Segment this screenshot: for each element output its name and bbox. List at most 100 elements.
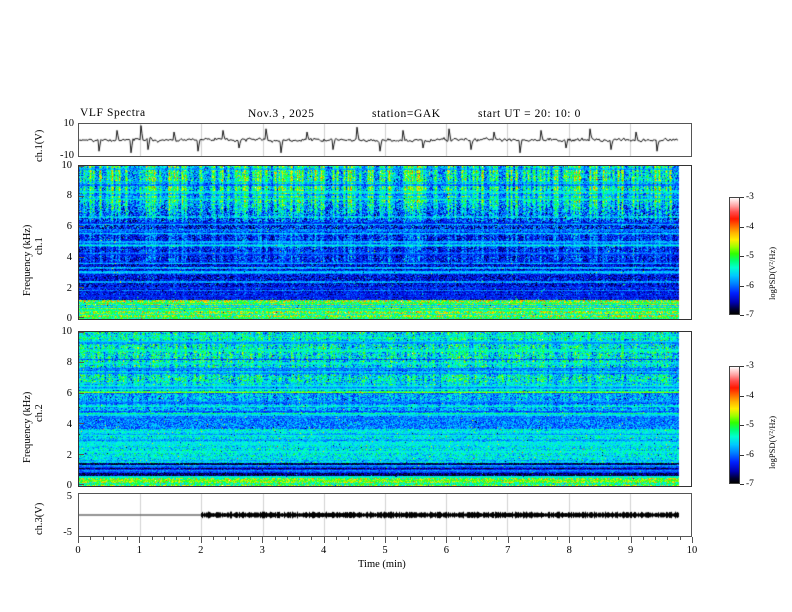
x-tick-label: 10 [686, 545, 698, 556]
colorbar-tick [740, 366, 744, 367]
header-start-ut: start UT = 20: 10: 0 [478, 108, 581, 120]
ch1-spec-ytick-2: 2 [66, 283, 72, 294]
x-major-tick [630, 537, 632, 543]
x-minor-tick [421, 537, 423, 540]
x-minor-tick [372, 537, 374, 540]
ch2-spec-ytick-mark [79, 392, 84, 394]
x-minor-tick [127, 537, 129, 540]
colorbar-tick-label: -5 [746, 420, 754, 430]
x-minor-tick [495, 537, 497, 540]
x-minor-tick [114, 537, 116, 540]
colorbar-tick-label: -4 [746, 390, 754, 401]
ch2-spec-ytick-mark [79, 423, 84, 425]
x-major-tick [78, 537, 79, 543]
x-major-tick [569, 537, 571, 543]
x-tick-label: 6 [443, 545, 450, 556]
ch1-waveform-ylabel: ch.1(V) [34, 129, 45, 162]
ch1-spectrogram [78, 165, 692, 320]
ch2-spec-ytick-8: 8 [66, 357, 72, 368]
colorbar-tick-label: -6 [746, 280, 754, 291]
ch3-ytick-bottom: -5 [63, 527, 72, 538]
ch2-spec-ylabel-ch: ch.2 [34, 404, 45, 422]
x-minor-tick [225, 537, 227, 540]
colorbar-tick-label: -4 [746, 221, 754, 232]
x-minor-tick [274, 537, 276, 540]
x-minor-tick [164, 537, 165, 540]
x-major-tick [139, 537, 141, 543]
ch1-waveform-panel [78, 123, 692, 157]
x-minor-tick [249, 537, 251, 540]
ch3-waveform-panel [78, 493, 692, 537]
ch2-spec-ytick-0: 0 [66, 480, 72, 491]
ch1-spec-ytick-mark [79, 166, 84, 167]
colorbar-tick-label: -3 [746, 361, 754, 371]
x-minor-tick [335, 537, 337, 540]
ch2-spec-ytick-mark [79, 362, 84, 364]
x-tick-label: 2 [198, 545, 204, 556]
x-minor-tick [679, 537, 681, 540]
x-tick-label: 5 [382, 545, 388, 556]
x-minor-tick [397, 537, 399, 540]
ch1-spec-ytick-mark [79, 317, 84, 318]
colorbar-tick-label: -7 [746, 479, 754, 489]
colorbar-ch2 [729, 366, 740, 484]
ch2-spec-ytick-mark [79, 453, 84, 455]
x-minor-tick [483, 537, 485, 540]
ch1-spec-ytick-10: 10 [61, 160, 73, 171]
ch1-ytick-bottom: -10 [60, 150, 74, 161]
colorbar-tick [740, 395, 744, 397]
colorbar-tick [740, 256, 744, 257]
x-minor-tick [188, 537, 190, 540]
colorbar-ch1 [729, 197, 740, 315]
ch1-spec-ytick-mark [79, 256, 84, 258]
x-minor-tick [299, 537, 300, 540]
x-minor-tick [409, 537, 411, 540]
ch1-ytick-top: 10 [63, 118, 75, 129]
x-minor-tick [642, 537, 644, 540]
x-tick-label: 1 [136, 545, 143, 556]
ch3-ytick-top: 5 [66, 491, 72, 502]
colorbar-tick [740, 315, 744, 316]
x-minor-tick [556, 537, 558, 540]
ch2-spec-ytick-2: 2 [66, 450, 72, 461]
x-minor-tick [237, 537, 239, 540]
colorbar-tick [740, 454, 744, 456]
x-major-tick [692, 537, 693, 543]
colorbar-tick-label: -7 [746, 310, 754, 320]
x-axis-ticks [78, 537, 693, 544]
colorbar-ch2-label: logPSD(V²/Hz) [767, 415, 777, 469]
colorbar-tick-label: -3 [746, 192, 754, 202]
header-station: station=GAK [372, 108, 441, 120]
x-minor-tick [176, 537, 178, 540]
colorbar-tick-label: -6 [746, 449, 754, 460]
x-minor-tick [520, 537, 522, 540]
x-major-tick [385, 537, 386, 543]
x-major-tick [507, 537, 509, 543]
colorbar-tick [740, 197, 744, 198]
ch1-spec-ytick-6: 6 [66, 221, 72, 232]
x-minor-tick [434, 537, 436, 540]
x-minor-tick [102, 537, 104, 540]
colorbar-tick [740, 484, 744, 485]
x-minor-tick [618, 537, 620, 540]
x-major-tick [200, 537, 202, 543]
ch1-spec-ytick-mark [79, 226, 84, 228]
ch2-spec-ytick-4: 4 [66, 419, 72, 430]
x-minor-tick [581, 537, 583, 540]
ch3-waveform-ylabel: ch.3(V) [34, 502, 45, 535]
x-tick-label: 0 [75, 545, 81, 556]
x-minor-tick [544, 537, 546, 540]
colorbar-tick [740, 285, 744, 287]
ch2-spec-ytick-6: 6 [66, 388, 72, 399]
x-minor-tick [532, 537, 534, 540]
x-minor-tick [667, 537, 669, 540]
colorbar-ch1-ticks: -3 -4 -5 -6 -7 [740, 192, 776, 320]
ch1-spec-ytick-mark [79, 196, 84, 198]
x-axis-tick-labels: 0 1 2 3 4 5 6 7 8 9 10 [0, 545, 792, 559]
x-minor-tick [458, 537, 460, 540]
x-minor-tick [286, 537, 288, 540]
ch2-spec-ytick-mark [79, 484, 84, 485]
x-minor-tick [90, 537, 92, 540]
x-minor-tick [606, 537, 607, 540]
x-major-tick [446, 537, 448, 543]
